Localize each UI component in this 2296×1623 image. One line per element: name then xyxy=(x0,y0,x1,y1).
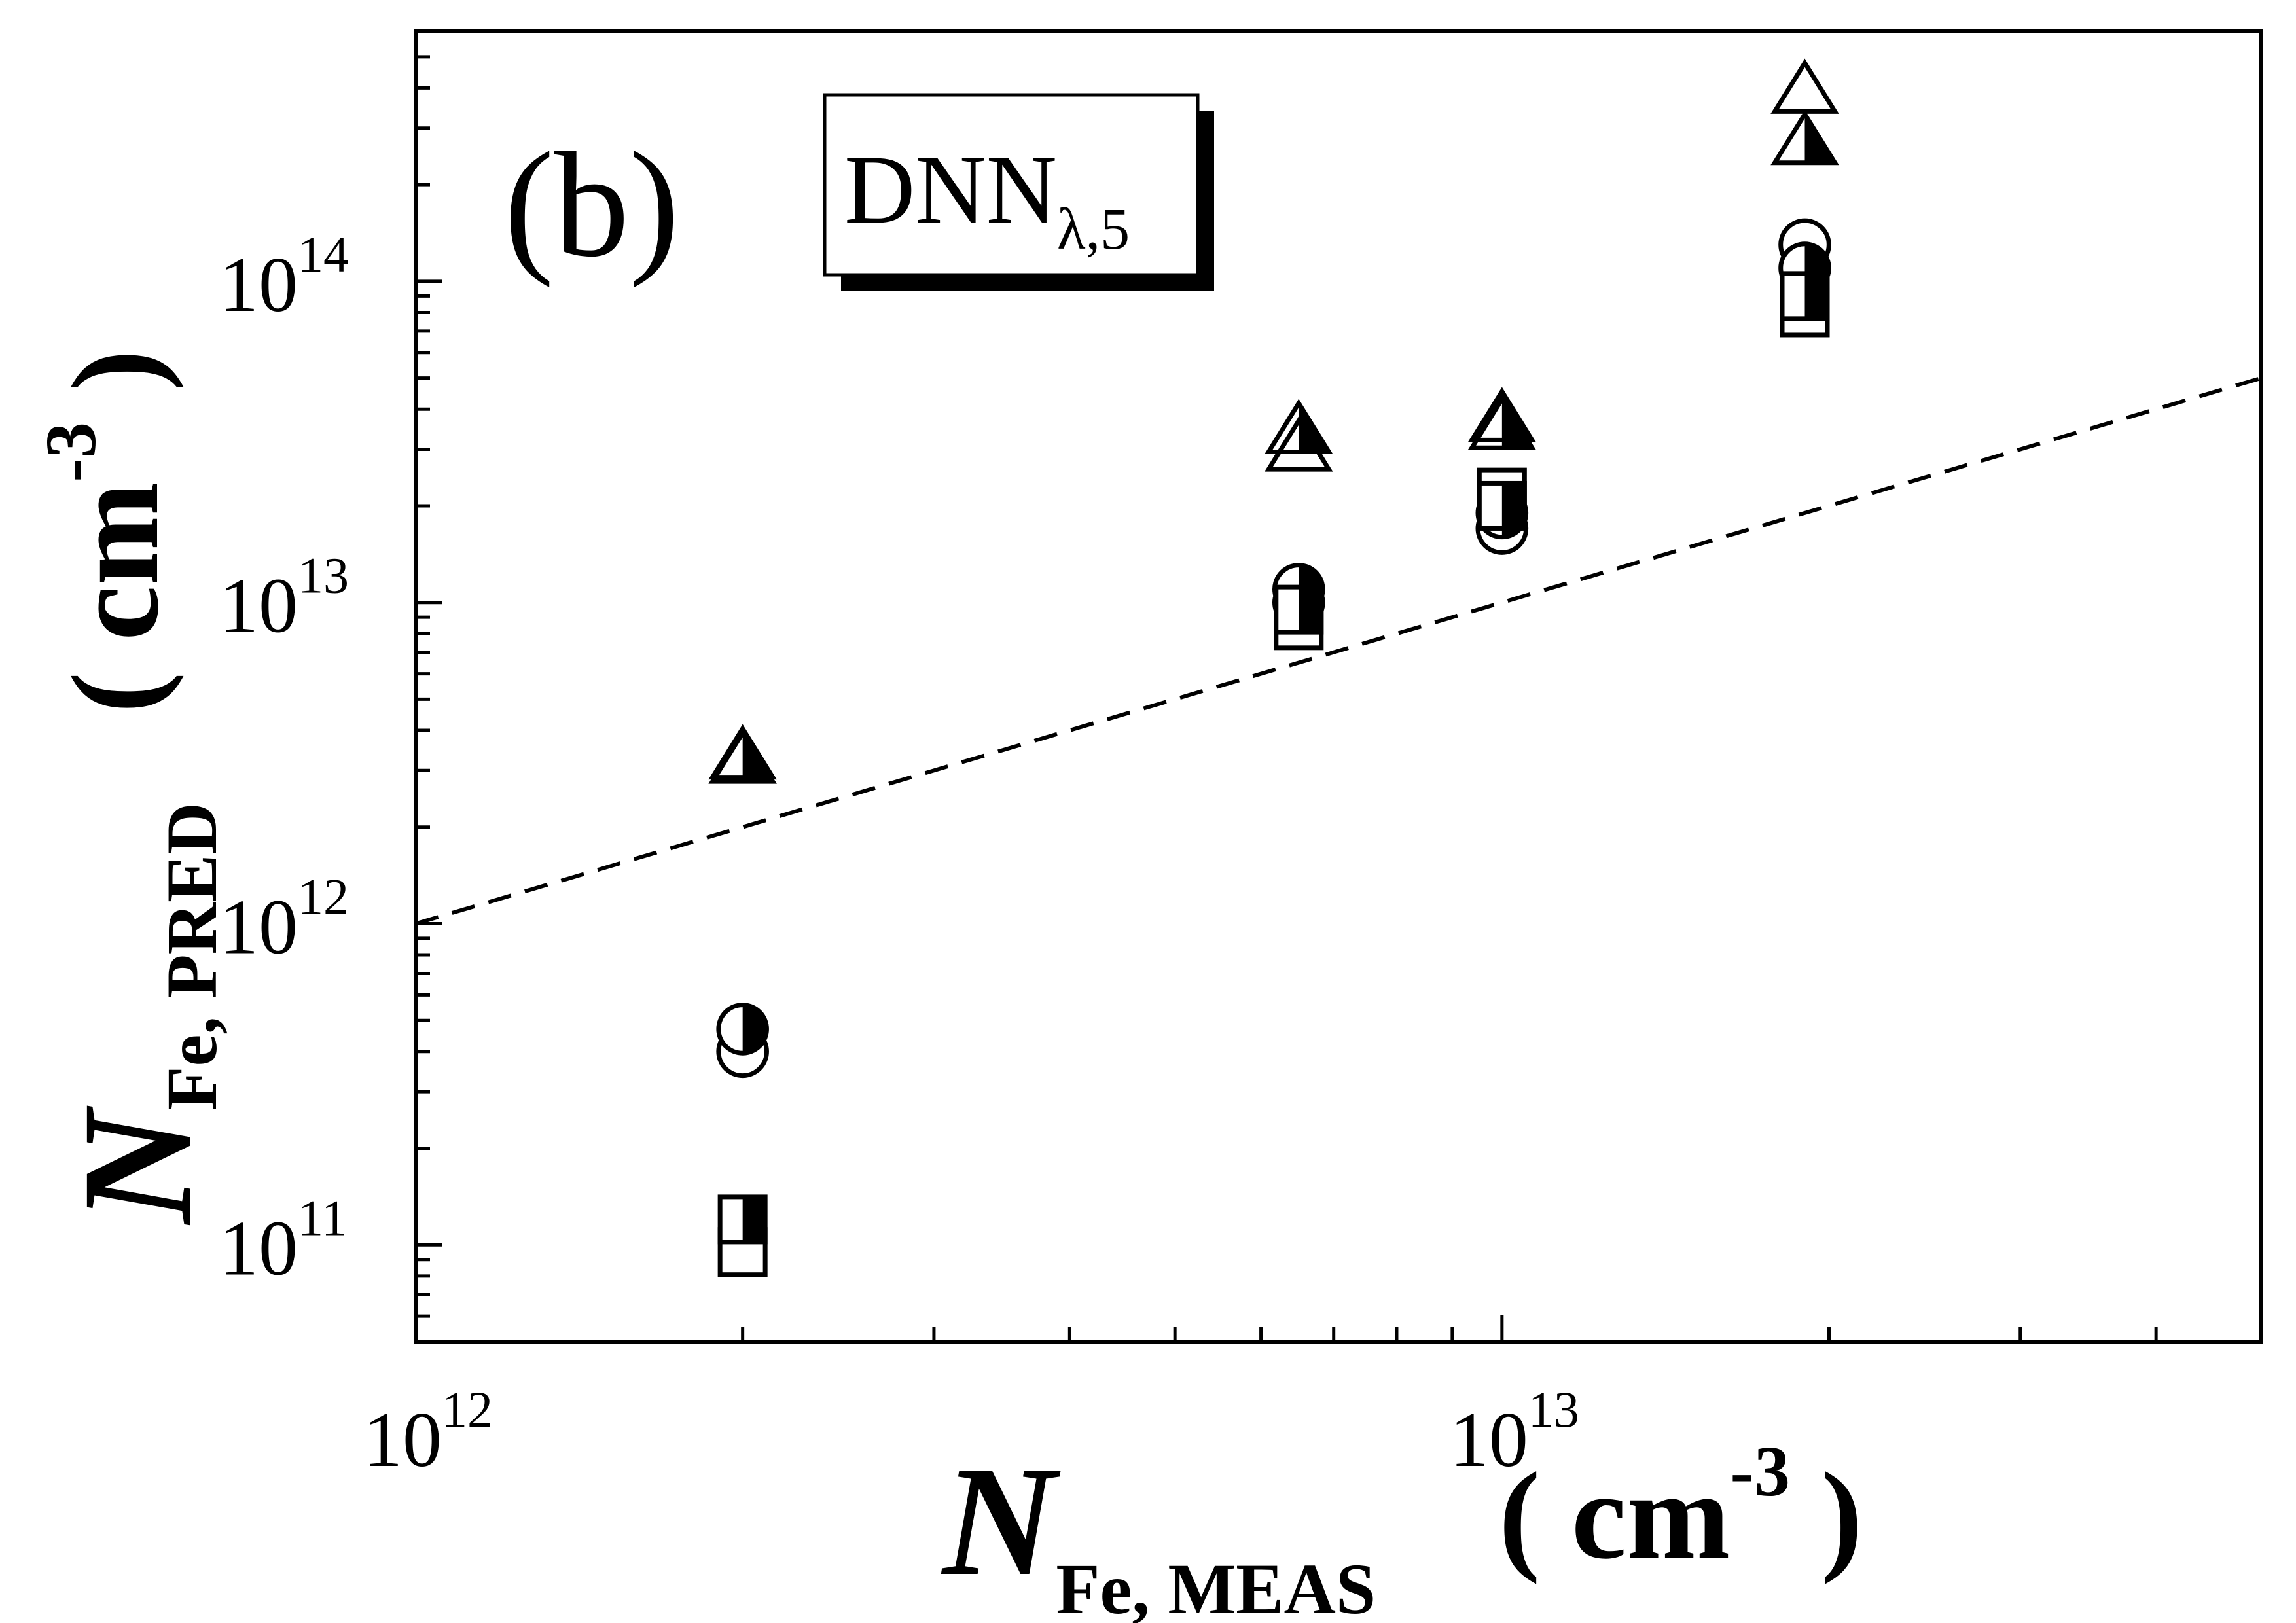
y-axis-title-sub: Fe, PRED xyxy=(152,802,232,1110)
x-tick-base: 10 xyxy=(363,1396,442,1483)
y-axis-unit-close: ) xyxy=(47,349,185,422)
y-axis-title: NFe, PRED xyxy=(50,802,232,1226)
point-triangle-half xyxy=(708,728,777,784)
panel-label: (b) xyxy=(504,121,679,288)
data-points xyxy=(708,58,1839,1277)
marker-outline xyxy=(1265,399,1333,454)
legend-subscript: λ,5 xyxy=(1057,197,1130,262)
marker-outline xyxy=(1780,271,1830,321)
point-triangle-half xyxy=(1265,399,1333,454)
legend-frame xyxy=(823,93,1200,277)
marker-outline xyxy=(1770,58,1839,114)
marker-outline xyxy=(717,1194,768,1245)
x-axis-unit: ( cm-3 ) xyxy=(1499,1431,1863,1585)
y-tick-exponent: 13 xyxy=(298,547,349,604)
y-tick-base: 10 xyxy=(219,562,298,649)
plot-frame xyxy=(414,29,2263,1344)
point-square-half xyxy=(1780,271,1830,321)
marker-outline xyxy=(1477,480,1527,531)
x-tick-exponent: 12 xyxy=(442,1381,493,1438)
point-triangle-open xyxy=(1770,58,1839,114)
marker-fill xyxy=(742,1196,766,1242)
y-tick-exponent: 11 xyxy=(298,1189,347,1246)
point-square-half xyxy=(1477,480,1527,531)
marker-fill xyxy=(1501,483,1525,529)
x-axis-title-main: N xyxy=(941,1434,1061,1608)
x-axis-unit-exp: -3 xyxy=(1730,1431,1790,1511)
x-tick-base: 10 xyxy=(1450,1396,1528,1483)
reference-line xyxy=(415,376,2262,926)
y-tick-base: 10 xyxy=(219,1204,298,1291)
legend-main: DNN xyxy=(844,135,1057,244)
marker-fill xyxy=(742,1005,767,1054)
x-axis-unit-close: ) xyxy=(1790,1448,1863,1585)
y-tick-label: 1012 xyxy=(219,868,349,970)
point-triangle-half xyxy=(1770,109,1839,166)
y-tick-label: 1013 xyxy=(219,547,349,649)
point-circle-half xyxy=(716,1003,769,1056)
marker-outline xyxy=(1770,109,1839,166)
marker-outline xyxy=(1274,584,1324,635)
x-axis-title-sub: Fe, MEAS xyxy=(1056,1549,1376,1623)
x-axis-title: NFe, MEAS xyxy=(941,1434,1376,1623)
x-tick-label: 1012 xyxy=(363,1381,493,1483)
marker-fill xyxy=(1804,273,1828,319)
y-tick-label: 1014 xyxy=(219,226,349,328)
x-tick-exponent: 13 xyxy=(1528,1381,1579,1438)
y-tick-base: 10 xyxy=(219,883,298,970)
legend-box: DNNλ,5 xyxy=(823,93,1214,291)
point-square-half xyxy=(717,1194,768,1245)
x-axis-ticks: 1012 1013 xyxy=(363,1315,2263,1483)
marker-outline xyxy=(1467,395,1537,450)
y-tick-exponent: 14 xyxy=(298,226,349,283)
y-tick-label: 1011 xyxy=(219,1189,347,1291)
y-axis-unit-open: ( cm xyxy=(47,482,185,713)
x-tick-label: 1013 xyxy=(1450,1381,1579,1483)
marker-fill xyxy=(1299,587,1321,633)
point-triangle-half xyxy=(1467,395,1537,450)
y-axis-title-main: N xyxy=(50,1105,224,1226)
legend-label: DNNλ,5 xyxy=(844,135,1130,262)
marker-outline xyxy=(716,1003,769,1056)
y-axis-unit-exp: -3 xyxy=(31,422,111,482)
x-axis-unit-open: ( cm xyxy=(1499,1448,1730,1585)
y-tick-base: 10 xyxy=(219,241,298,328)
point-square-half xyxy=(1274,584,1324,635)
reference-line-layer xyxy=(415,376,2262,926)
marker-outline xyxy=(708,728,777,784)
y-axis-title-group: NFe, PRED ( cm-3 ) xyxy=(31,349,232,1226)
y-tick-exponent: 12 xyxy=(298,868,349,925)
y-axis-unit: ( cm-3 ) xyxy=(31,349,185,713)
